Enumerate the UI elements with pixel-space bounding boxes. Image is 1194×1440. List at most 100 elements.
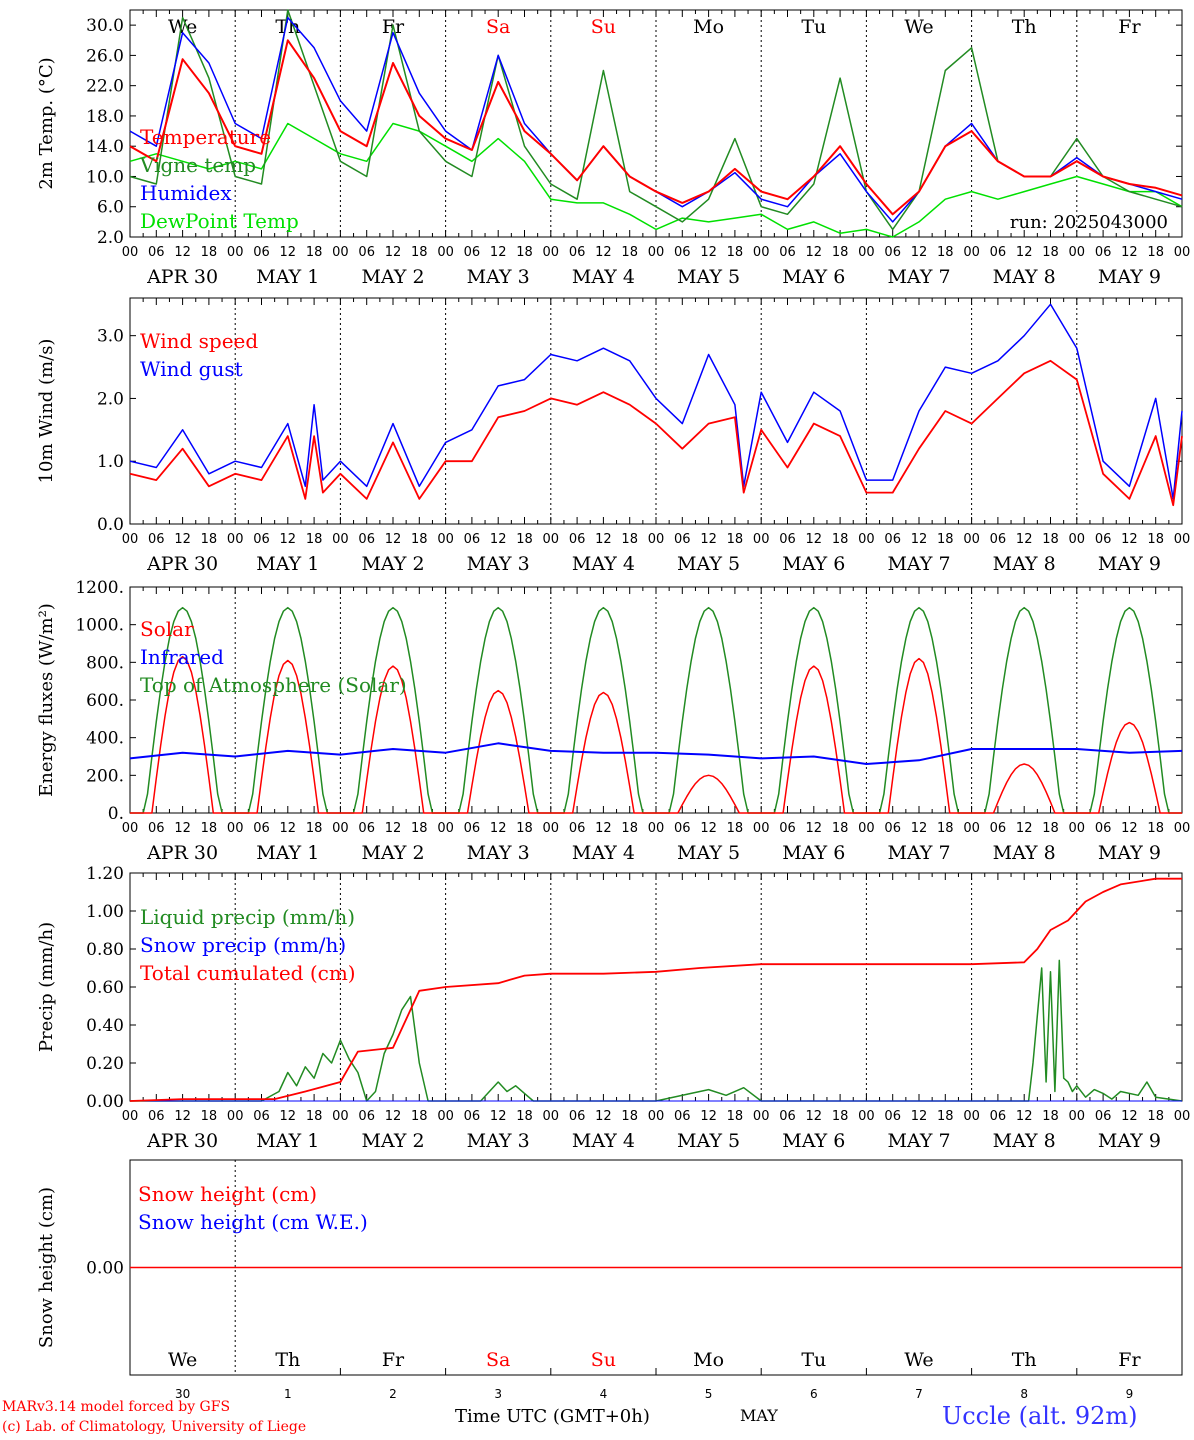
hour-tick-label: 12: [700, 1109, 717, 1124]
hour-tick-label: 18: [832, 821, 849, 836]
date-label: MAY 3: [467, 1130, 530, 1152]
y-tick-label: 1.00: [86, 902, 124, 922]
hour-tick-label: 00: [543, 1109, 560, 1124]
y-tick-label: 2.0: [97, 228, 124, 248]
hour-tick-label: 00: [648, 821, 665, 836]
hour-tick-label: 12: [280, 532, 297, 547]
hour-tick-label: 00: [1069, 532, 1086, 547]
hour-tick-label: 12: [595, 532, 612, 547]
hour-tick-label: 06: [990, 821, 1007, 836]
hour-tick-label: 00: [753, 532, 770, 547]
date-label: MAY 7: [887, 553, 950, 575]
hour-tick-label: 00: [332, 245, 349, 260]
hour-tick-label: 12: [700, 245, 717, 260]
day-number-label: 9: [1126, 1387, 1134, 1401]
hour-tick-label: 18: [516, 1109, 533, 1124]
weekday-label-bottom: Th: [275, 1349, 300, 1371]
y-axis-label-3: Energy fluxes (W/m²): [36, 603, 57, 797]
hour-tick-label: 00: [648, 245, 665, 260]
date-label: MAY 5: [677, 553, 740, 575]
date-label: MAY 3: [467, 266, 530, 288]
hour-tick-label: 06: [990, 1109, 1007, 1124]
day-number-label: 1: [284, 1387, 292, 1401]
y-tick-label: 1.0: [97, 452, 124, 472]
credit-line-1: MARv3.14 model forced by GFS: [2, 1399, 231, 1415]
weekday-label-bottom: Fr: [382, 1349, 405, 1371]
date-label: MAY 2: [361, 266, 424, 288]
weekday-label-top: Fr: [1118, 16, 1141, 38]
hour-tick-label: 00: [753, 1109, 770, 1124]
weekday-label-top: We: [904, 16, 933, 38]
day-number-label: 30: [175, 1387, 190, 1401]
date-label: MAY 8: [993, 553, 1056, 575]
y-tick-label: 200.: [86, 766, 124, 786]
wind-gust-line: [129, 303, 1183, 500]
weekday-label-bottom: Mo: [693, 1349, 724, 1371]
hour-tick-label: 06: [884, 1109, 901, 1124]
hour-tick-label: 06: [253, 1109, 270, 1124]
date-label: MAY 7: [887, 266, 950, 288]
weekday-label-bottom: Tu: [801, 1349, 826, 1371]
weekday-label-bottom: Th: [1012, 1349, 1037, 1371]
dewpoint-line: [129, 122, 1183, 238]
date-label: MAY 4: [572, 842, 635, 864]
weekday-label-top: Th: [275, 16, 300, 38]
date-label: MAY 4: [572, 553, 635, 575]
date-label: MAY 6: [782, 266, 845, 288]
hour-tick-label: 12: [1016, 245, 1033, 260]
hour-tick-label: 18: [306, 532, 323, 547]
hour-tick-label: 06: [569, 532, 586, 547]
hour-tick-label: 06: [1095, 821, 1112, 836]
hour-tick-label: 12: [490, 1109, 507, 1124]
hour-tick-label: 06: [779, 821, 796, 836]
y-tick-label: 400.: [86, 729, 124, 749]
hour-tick-label: 18: [621, 245, 638, 260]
date-label: MAY 9: [1098, 842, 1161, 864]
hour-tick-label: 00: [227, 245, 244, 260]
hour-tick-label: 12: [911, 532, 928, 547]
hour-tick-label: 00: [858, 821, 875, 836]
hour-tick-label: 00: [1069, 1109, 1086, 1124]
hour-tick-label: 00: [543, 532, 560, 547]
hour-tick-label: 12: [280, 1109, 297, 1124]
y-tick-label: 22.0: [86, 77, 124, 97]
date-label: MAY 4: [572, 266, 635, 288]
date-label: MAY 1: [256, 553, 319, 575]
weekday-label-top: Tu: [801, 16, 826, 38]
hour-tick-label: 12: [806, 532, 823, 547]
hour-tick-label: 00: [227, 821, 244, 836]
day-number-label: 8: [1020, 1387, 1028, 1401]
hour-tick-label: 12: [385, 821, 402, 836]
hour-tick-label: 12: [174, 532, 191, 547]
day-number-label: 2: [389, 1387, 397, 1401]
hour-tick-label: 18: [1042, 1109, 1059, 1124]
hour-tick-label: 18: [832, 532, 849, 547]
hour-tick-label: 18: [1147, 821, 1164, 836]
hour-tick-label: 12: [911, 245, 928, 260]
hour-tick-label: 18: [201, 532, 218, 547]
hour-tick-label: 12: [1016, 532, 1033, 547]
hour-tick-label: 12: [806, 1109, 823, 1124]
hour-tick-label: 18: [201, 245, 218, 260]
hour-tick-label: 12: [1121, 1109, 1138, 1124]
month-axis-label: MAY: [740, 1406, 778, 1425]
hour-tick-label: 06: [148, 1109, 165, 1124]
date-label: MAY 6: [782, 553, 845, 575]
hour-tick-label: 06: [569, 821, 586, 836]
day-number-label: 7: [915, 1387, 923, 1401]
hour-tick-label: 18: [1042, 532, 1059, 547]
hour-tick-label: 06: [779, 245, 796, 260]
run-label: run: 2025043000: [1010, 212, 1168, 233]
hour-tick-label: 06: [358, 532, 375, 547]
hour-tick-label: 00: [858, 1109, 875, 1124]
hour-tick-label: 18: [621, 532, 638, 547]
day-number-label: 4: [600, 1387, 608, 1401]
hour-tick-label: 06: [779, 1109, 796, 1124]
wind-speed-line: [129, 359, 1183, 507]
hour-tick-label: 06: [674, 532, 691, 547]
legend-entry-5-1: Snow height (cm W.E.): [138, 1210, 368, 1234]
y-tick-label: 3.0: [97, 327, 124, 347]
hour-tick-label: 18: [727, 1109, 744, 1124]
hour-tick-label: 06: [884, 245, 901, 260]
